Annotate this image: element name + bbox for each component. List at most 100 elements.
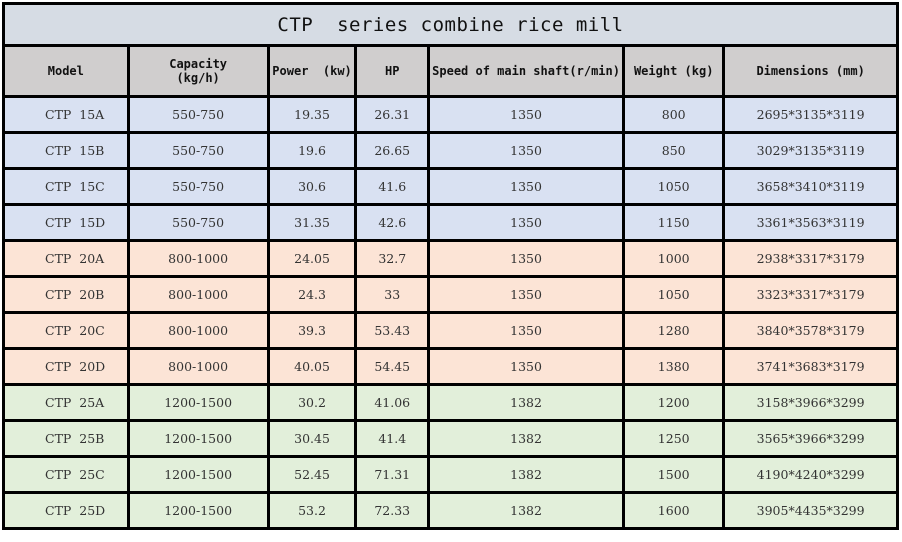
cell-weight: 1280 (622, 311, 726, 350)
table-row: CTP 25D 1200-1500 53.2 72.33 1382 1600 3… (2, 491, 899, 530)
cell-power: 24.3 (266, 275, 358, 314)
cell-hp: 41.6 (354, 167, 430, 206)
cell-model: CTP 15B (2, 131, 130, 170)
cell-power: 30.6 (266, 167, 358, 206)
cell-weight: 1600 (622, 491, 726, 530)
cell-speed: 1350 (426, 167, 626, 206)
cell-weight: 1250 (622, 419, 726, 458)
cell-dimensions: 3905*4435*3299 (722, 491, 899, 530)
cell-hp: 53.43 (354, 311, 430, 350)
cell-power: 39.3 (266, 311, 358, 350)
cell-speed: 1350 (426, 131, 626, 170)
cell-speed: 1382 (426, 491, 626, 530)
cell-hp: 54.45 (354, 347, 430, 386)
cell-capacity: 550-750 (126, 131, 270, 170)
header-capacity-line2: (kg/h) (176, 71, 220, 85)
cell-weight: 1050 (622, 275, 726, 314)
table-row: CTP 20C 800-1000 39.3 53.43 1350 1280 38… (2, 311, 899, 350)
cell-capacity: 800-1000 (126, 239, 270, 278)
cell-capacity: 800-1000 (126, 347, 270, 386)
cell-dimensions: 3158*3966*3299 (722, 383, 899, 422)
cell-capacity: 800-1000 (126, 275, 270, 314)
cell-hp: 71.31 (354, 455, 430, 494)
cell-capacity: 800-1000 (126, 311, 270, 350)
cell-weight: 1150 (622, 203, 726, 242)
header-capacity: Capacity (kg/h) (126, 44, 270, 98)
header-dimensions: Dimensions (mm) (722, 44, 899, 98)
cell-model: CTP 20D (2, 347, 130, 386)
cell-model: CTP 25C (2, 455, 130, 494)
cell-dimensions: 3741*3683*3179 (722, 347, 899, 386)
cell-capacity: 550-750 (126, 167, 270, 206)
cell-dimensions: 4190*4240*3299 (722, 455, 899, 494)
cell-hp: 72.33 (354, 491, 430, 530)
cell-speed: 1350 (426, 239, 626, 278)
cell-speed: 1350 (426, 311, 626, 350)
cell-dimensions: 3361*3563*3119 (722, 203, 899, 242)
cell-power: 24.05 (266, 239, 358, 278)
table-header-row: Model Capacity (kg/h) Power (kw) HP Spee… (2, 44, 899, 98)
table-row: CTP 15B 550-750 19.6 26.65 1350 850 3029… (2, 131, 899, 170)
cell-capacity: 1200-1500 (126, 491, 270, 530)
cell-power: 31.35 (266, 203, 358, 242)
cell-dimensions: 2938*3317*3179 (722, 239, 899, 278)
cell-power: 19.6 (266, 131, 358, 170)
cell-hp: 41.4 (354, 419, 430, 458)
cell-hp: 33 (354, 275, 430, 314)
cell-weight: 1050 (622, 167, 726, 206)
header-capacity-line1: Capacity (169, 57, 228, 71)
cell-speed: 1382 (426, 419, 626, 458)
cell-weight: 1500 (622, 455, 726, 494)
cell-hp: 26.65 (354, 131, 430, 170)
table-title: CTP series combine rice mill (2, 2, 899, 47)
cell-speed: 1350 (426, 95, 626, 134)
cell-power: 30.45 (266, 419, 358, 458)
cell-model: CTP 20B (2, 275, 130, 314)
cell-power: 40.05 (266, 347, 358, 386)
cell-speed: 1350 (426, 203, 626, 242)
header-power: Power (kw) (266, 44, 358, 98)
table-body: CTP 15A 550-750 19.35 26.31 1350 800 269… (2, 95, 899, 530)
table-row: CTP 20B 800-1000 24.3 33 1350 1050 3323*… (2, 275, 899, 314)
header-model: Model (2, 44, 130, 98)
table-title-row: CTP series combine rice mill (2, 2, 899, 47)
cell-hp: 32.7 (354, 239, 430, 278)
cell-speed: 1382 (426, 455, 626, 494)
header-speed: Speed of main shaft(r/min) (426, 44, 626, 98)
cell-model: CTP 15A (2, 95, 130, 134)
header-hp: HP (354, 44, 430, 98)
cell-model: CTP 15D (2, 203, 130, 242)
cell-capacity: 1200-1500 (126, 455, 270, 494)
table-row: CTP 20D 800-1000 40.05 54.45 1350 1380 3… (2, 347, 899, 386)
cell-capacity: 550-750 (126, 95, 270, 134)
cell-dimensions: 2695*3135*3119 (722, 95, 899, 134)
header-weight: Weight (kg) (622, 44, 726, 98)
cell-power: 30.2 (266, 383, 358, 422)
table-row: CTP 25C 1200-1500 52.45 71.31 1382 1500 … (2, 455, 899, 494)
table-row: CTP 15C 550-750 30.6 41.6 1350 1050 3658… (2, 167, 899, 206)
cell-model: CTP 20C (2, 311, 130, 350)
cell-capacity: 1200-1500 (126, 419, 270, 458)
cell-model: CTP 15C (2, 167, 130, 206)
cell-speed: 1350 (426, 347, 626, 386)
cell-weight: 1000 (622, 239, 726, 278)
cell-speed: 1382 (426, 383, 626, 422)
cell-hp: 42.6 (354, 203, 430, 242)
table-row: CTP 15D 550-750 31.35 42.6 1350 1150 336… (2, 203, 899, 242)
cell-model: CTP 20A (2, 239, 130, 278)
cell-dimensions: 3029*3135*3119 (722, 131, 899, 170)
table-row: CTP 25B 1200-1500 30.45 41.4 1382 1250 3… (2, 419, 899, 458)
table-row: CTP 15A 550-750 19.35 26.31 1350 800 269… (2, 95, 899, 134)
cell-hp: 26.31 (354, 95, 430, 134)
cell-weight: 850 (622, 131, 726, 170)
cell-speed: 1350 (426, 275, 626, 314)
cell-dimensions: 3658*3410*3119 (722, 167, 899, 206)
cell-capacity: 1200-1500 (126, 383, 270, 422)
cell-dimensions: 3323*3317*3179 (722, 275, 899, 314)
cell-dimensions: 3565*3966*3299 (722, 419, 899, 458)
cell-dimensions: 3840*3578*3179 (722, 311, 899, 350)
cell-model: CTP 25A (2, 383, 130, 422)
cell-model: CTP 25B (2, 419, 130, 458)
table-row: CTP 20A 800-1000 24.05 32.7 1350 1000 29… (2, 239, 899, 278)
cell-capacity: 550-750 (126, 203, 270, 242)
